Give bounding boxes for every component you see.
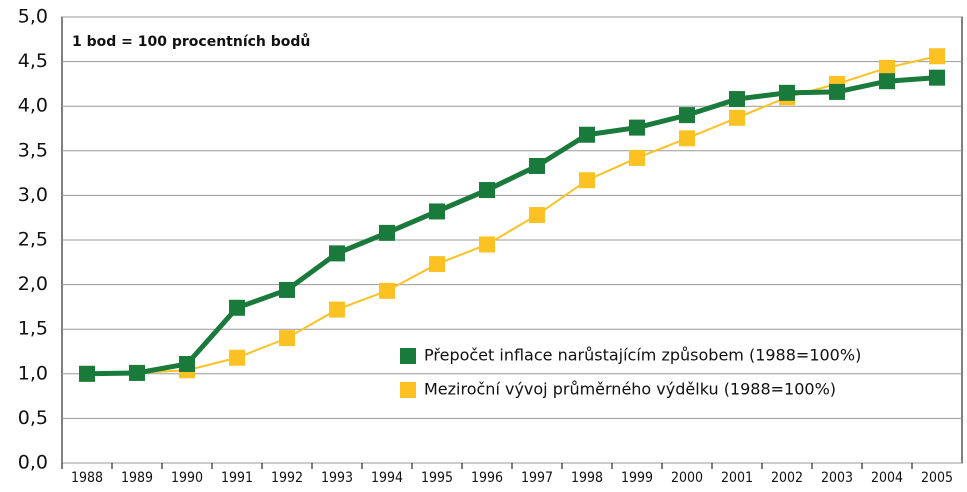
marker: [329, 301, 345, 318]
marker: [929, 48, 945, 65]
annotation: 1 bod = 100 procentních bodů: [72, 33, 310, 50]
x-tick-label: 1991: [221, 470, 253, 486]
series-line: [86, 55, 938, 375]
x-tick-label: 1988: [71, 470, 103, 486]
marker: [629, 119, 645, 136]
series-line: [86, 75, 938, 377]
legend-swatch: [400, 348, 416, 364]
x-tick-label: 1997: [521, 470, 553, 486]
marker: [229, 299, 245, 316]
x-tick-label: 1996: [471, 470, 503, 486]
marker: [279, 281, 295, 298]
marker: [679, 130, 695, 147]
x-tick-label: 2000: [671, 470, 703, 486]
x-tick-label: 1995: [421, 470, 453, 486]
x-tick-label: 1998: [571, 470, 603, 486]
marker: [529, 157, 545, 174]
y-tick-label: 4,5: [18, 50, 48, 72]
marker: [729, 109, 745, 126]
y-tick-label: 1,5: [18, 318, 48, 340]
x-tick-label: 2005: [921, 470, 953, 486]
x-tick-label: 2002: [771, 470, 803, 486]
x-tick-label: 1992: [271, 470, 303, 486]
y-tick-label: 3,0: [18, 184, 48, 206]
marker: [579, 172, 595, 189]
marker: [279, 330, 295, 347]
marker: [579, 126, 595, 143]
marker: [879, 59, 895, 76]
marker: [229, 349, 245, 366]
marker: [929, 69, 945, 86]
x-tick-label: 1989: [121, 470, 153, 486]
marker: [529, 207, 545, 224]
y-tick-label: 0,0: [18, 452, 48, 474]
y-tick-label: 0,5: [18, 407, 48, 429]
marker: [479, 236, 495, 253]
marker: [329, 245, 345, 262]
y-tick-label: 3,5: [18, 139, 48, 161]
y-tick-label: 2,5: [18, 229, 48, 251]
marker: [829, 83, 845, 100]
marker: [179, 355, 195, 372]
legend-label: Meziroční vývoj průměrného výdělku (1988…: [424, 380, 836, 399]
marker: [79, 365, 95, 382]
x-tick-label: 1993: [321, 470, 353, 486]
marker: [429, 256, 445, 273]
x-tick-label: 2003: [821, 470, 853, 486]
x-tick-label: 1990: [171, 470, 203, 486]
marker: [129, 364, 145, 381]
y-tick-label: 5,0: [18, 6, 48, 28]
x-tick-label: 1999: [621, 470, 653, 486]
marker: [679, 107, 695, 124]
marker: [629, 149, 645, 166]
x-tick-label: 1994: [371, 470, 403, 486]
marker: [479, 182, 495, 199]
marker: [429, 203, 445, 220]
marker: [879, 73, 895, 90]
marker: [379, 282, 395, 299]
y-tick-label: 4,0: [18, 95, 48, 117]
y-tick-label: 1,0: [18, 362, 48, 384]
legend-swatch: [400, 382, 416, 398]
x-tick-label: 2001: [721, 470, 753, 486]
legend-label: Přepočet inflace narůstajícím způsobem (…: [424, 346, 861, 365]
x-tick-label: 2004: [871, 470, 903, 486]
y-tick-label: 2,0: [18, 273, 48, 295]
marker: [779, 84, 795, 101]
marker: [379, 224, 395, 241]
marker: [729, 91, 745, 108]
